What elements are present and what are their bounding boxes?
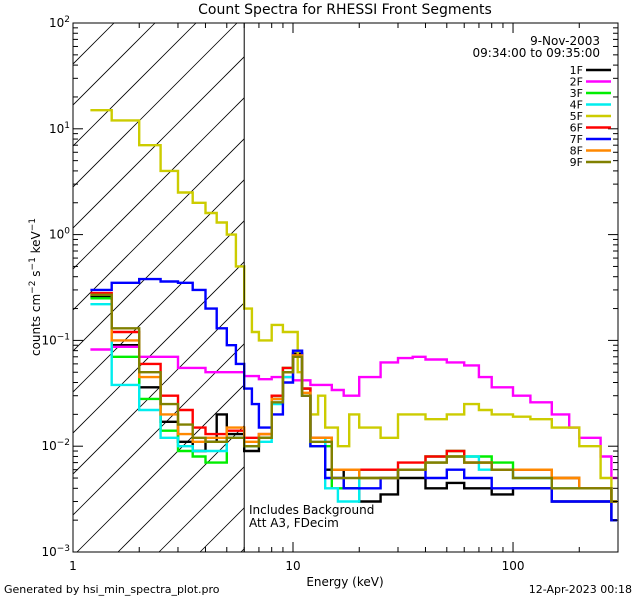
y-tick-label: 100 bbox=[49, 227, 70, 242]
excluded-energy-region bbox=[73, 23, 640, 552]
hatch-line bbox=[282, 23, 640, 552]
x-tick-label: 10 bbox=[285, 559, 300, 573]
footer-generated-by: Generated by hsi_min_spectra_plot.pro bbox=[4, 583, 220, 596]
svg-text:counts cm−2 s−1 keV−1: counts cm−2 s−1 keV−1 bbox=[28, 218, 43, 356]
legend-label-4F: 4F bbox=[570, 99, 583, 112]
series-line-1F bbox=[90, 295, 617, 522]
hatch-line bbox=[73, 261, 245, 434]
legend-label-2F: 2F bbox=[570, 76, 583, 89]
series-line-7F bbox=[90, 277, 617, 522]
y-tick-label: 10−3 bbox=[41, 544, 70, 559]
hatch-line bbox=[73, 343, 245, 516]
legend-label-6F: 6F bbox=[570, 122, 583, 135]
chart-title: Count Spectra for RHESSI Front Segments bbox=[198, 2, 492, 18]
legend-label-9F: 9F bbox=[570, 156, 583, 169]
axis-ticks: 1 10 100 10−3 10−2 10−1 100 101 102 bbox=[41, 15, 619, 573]
hatch-line bbox=[117, 425, 245, 552]
hatch-line bbox=[73, 56, 245, 229]
hatch-line bbox=[73, 23, 115, 65]
hatch-line bbox=[158, 466, 245, 552]
legend-label-5F: 5F bbox=[570, 110, 583, 123]
legend-time-range: 09:34:00 to 09:35:00 bbox=[473, 46, 600, 60]
y-tick-label: 102 bbox=[49, 15, 70, 30]
hatch-line bbox=[73, 179, 245, 352]
annotation-attenuator: Att A3, FDecim bbox=[249, 516, 339, 530]
x-tick-label: 100 bbox=[502, 559, 525, 573]
hatch-line bbox=[73, 220, 245, 393]
x-tick-label: 1 bbox=[69, 559, 77, 573]
hatch-line bbox=[76, 384, 245, 552]
series-layer bbox=[90, 109, 617, 522]
y-tick-label: 10−2 bbox=[41, 438, 70, 453]
series-line-9F bbox=[90, 293, 617, 503]
annotation-background: Includes Background bbox=[249, 503, 374, 517]
y-axis-label: counts cm−2 s−1 keV−1 bbox=[28, 218, 43, 356]
y-tick-label: 101 bbox=[49, 121, 70, 136]
hatch-line bbox=[73, 302, 245, 475]
hatch-line bbox=[73, 97, 245, 270]
legend-label-3F: 3F bbox=[570, 87, 583, 100]
plot-frame bbox=[72, 22, 619, 553]
x-axis-label: Energy (keV) bbox=[306, 575, 383, 589]
footer-timestamp: 12-Apr-2023 00:18 bbox=[528, 583, 632, 596]
hatch-line bbox=[73, 138, 245, 311]
series-line-3F bbox=[90, 297, 617, 503]
hatch-line bbox=[73, 23, 238, 188]
series-line-5F bbox=[90, 109, 617, 503]
series-line-8F bbox=[90, 293, 617, 503]
y-tick-label: 10−1 bbox=[41, 332, 70, 347]
legend-label-1F: 1F bbox=[570, 64, 583, 77]
hatch-line bbox=[73, 23, 156, 106]
series-line-2F bbox=[90, 345, 617, 480]
legend-label-8F: 8F bbox=[570, 145, 583, 158]
legend-label-7F: 7F bbox=[570, 133, 583, 146]
legend-date: 9-Nov-2003 bbox=[530, 34, 600, 48]
